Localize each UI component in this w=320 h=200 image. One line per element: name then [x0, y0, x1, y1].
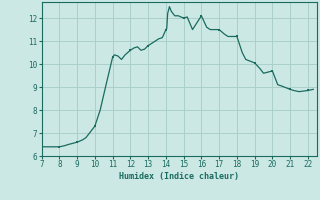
X-axis label: Humidex (Indice chaleur): Humidex (Indice chaleur) [119, 172, 239, 181]
